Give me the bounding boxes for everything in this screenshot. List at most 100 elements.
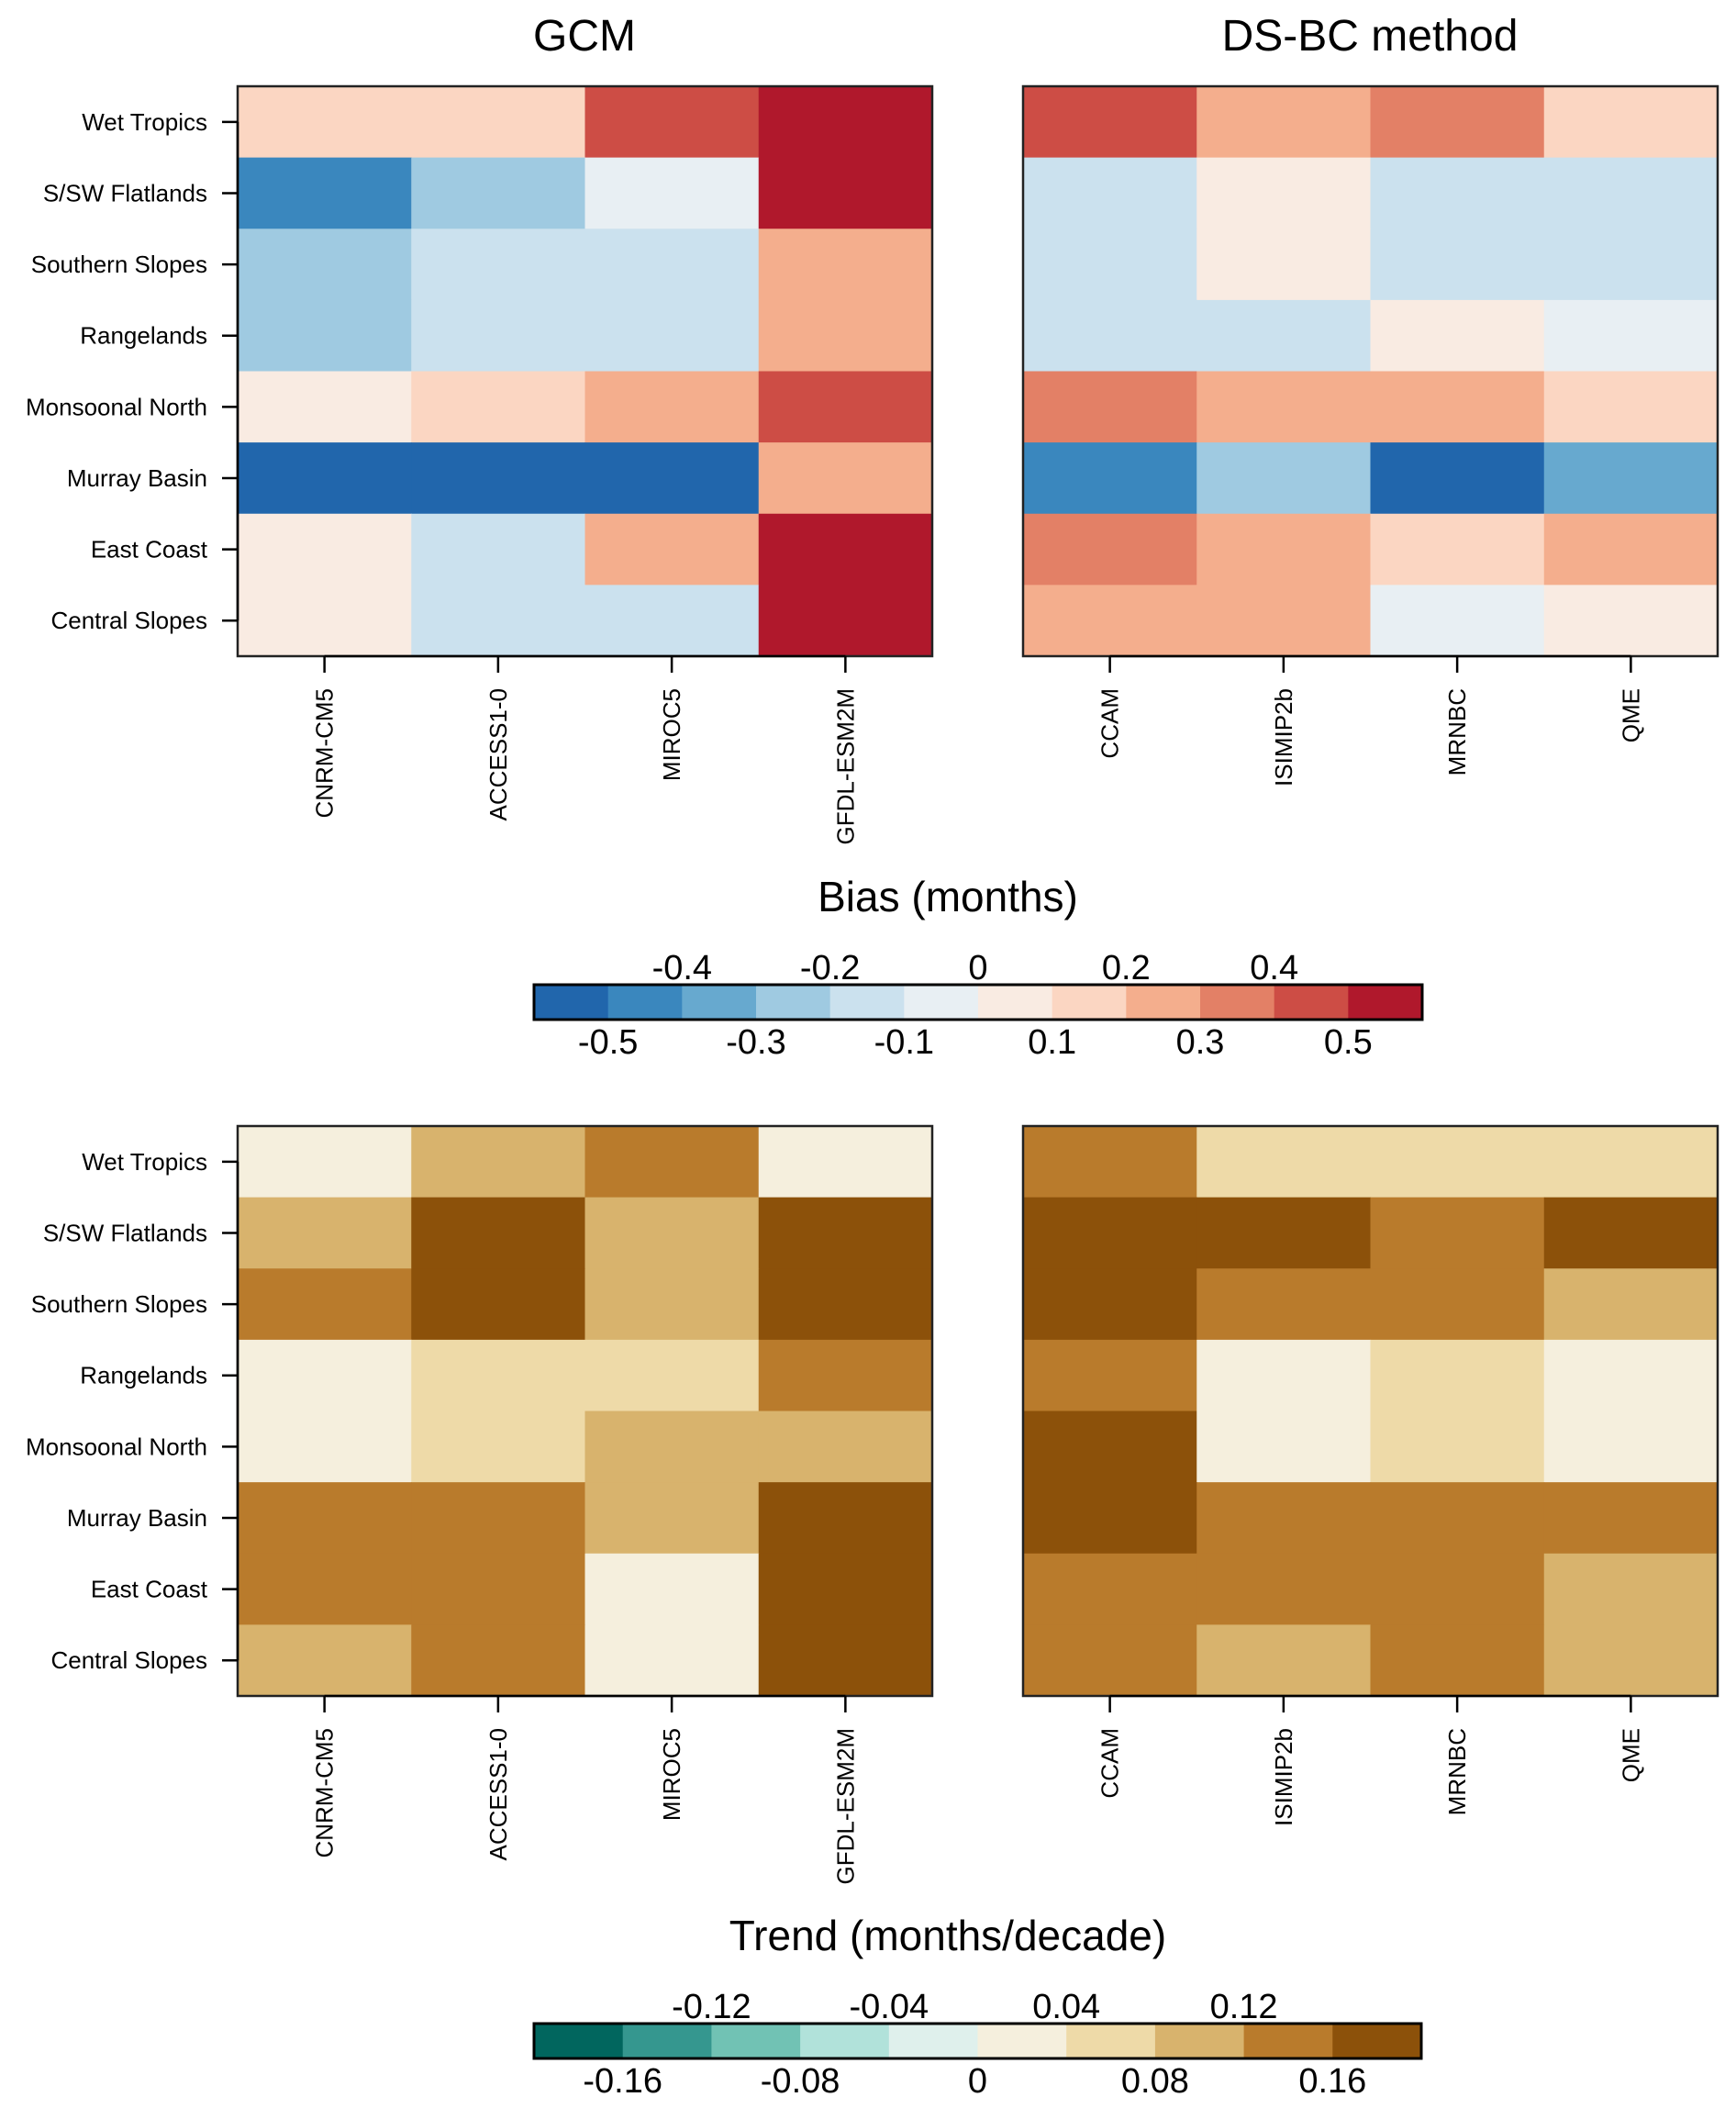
heatmap-cell — [1196, 1624, 1372, 1697]
colorbar-bin — [1243, 2024, 1333, 2058]
y-tick-label: Murray Basin — [67, 1504, 207, 1532]
heatmap-top-left: Wet Tropics S/SW Flatlands Southern Slopes… — [26, 84, 934, 844]
heatmap-cell — [758, 1126, 933, 1199]
heatmap-cell — [758, 585, 933, 657]
heatmap-cell — [1370, 1411, 1545, 1483]
heatmap-cell — [1023, 371, 1197, 443]
heatmap-cell — [1543, 299, 1719, 373]
heatmap-cell — [1023, 1268, 1197, 1341]
heatmap-cell — [1023, 229, 1197, 301]
x-tick-label: MRNBC — [1443, 1728, 1471, 1815]
y-tick-label: Southern Slopes — [31, 251, 207, 278]
colorbar-border — [532, 983, 1424, 1021]
heatmap-cell — [1023, 1411, 1197, 1483]
y-tick-label: East Coast — [91, 536, 208, 563]
heatmap-cell — [1196, 229, 1372, 301]
heatmap-cell — [1023, 1482, 1197, 1555]
colorbar-tick-label-bottom: 0.3 — [1176, 1023, 1225, 1062]
heatmap-cell — [411, 442, 586, 515]
heatmap-cell — [758, 1339, 933, 1412]
y-tick-label: Central Slopes — [50, 1646, 207, 1674]
heatmap-cell — [1543, 513, 1719, 586]
heatmap-cell — [1370, 585, 1545, 657]
heatmap-cell — [1196, 1197, 1372, 1269]
heatmap-cell — [1370, 371, 1545, 443]
heatmap-cell — [758, 1411, 933, 1483]
heatmap-cell — [1370, 299, 1545, 373]
y-tick-label: Murray Basin — [67, 464, 207, 492]
x-tick-label: MIROC5 — [658, 1728, 685, 1821]
heatmap-cell — [1370, 1553, 1545, 1625]
heatmap-cell — [238, 86, 412, 159]
heatmap-cell — [238, 1339, 412, 1412]
heatmap-cell — [1370, 1126, 1545, 1199]
heatmap-cell — [584, 1268, 760, 1341]
heatmap-cell — [1543, 585, 1719, 657]
colorbar-bin — [904, 985, 979, 1020]
panel-title-ds-bc-method: DS-BC method — [1222, 12, 1519, 61]
colorbar-tick-label-bottom: -0.1 — [874, 1023, 934, 1062]
heatmap-cell — [758, 1197, 933, 1269]
heatmap-cell — [1543, 1411, 1719, 1483]
heatmap-cell — [411, 1339, 586, 1412]
colorbar-tick-label-bottom: -0.3 — [726, 1023, 785, 1062]
colorbar-bin — [1200, 985, 1275, 1020]
colorbar-tick-label-bottom: -0.16 — [583, 2062, 662, 2101]
heatmap-cell — [1370, 1197, 1545, 1269]
heatmap-cell — [584, 1339, 760, 1412]
heatmap-cell — [1196, 86, 1372, 159]
heatmap-cell — [1196, 1411, 1372, 1483]
heatmap-cell — [758, 299, 933, 373]
heatmap-cell — [1543, 1553, 1719, 1625]
y-tick-label: S/SW Flatlands — [43, 1219, 207, 1246]
colorbar-tick-label-bottom: 0.1 — [1028, 1023, 1076, 1062]
heatmap-cell — [238, 299, 412, 373]
colorbar-bin — [829, 985, 905, 1020]
heatmap-cell — [1543, 1197, 1719, 1269]
heatmap-cell — [1543, 229, 1719, 301]
x-tick-label: ISIMIP2b — [1270, 688, 1297, 786]
heatmap-cell — [1023, 1624, 1197, 1697]
colorbar-bin — [607, 985, 683, 1020]
heatmap-cell — [1370, 1624, 1545, 1697]
heatmap-cell — [411, 1482, 586, 1555]
heatmap-cell — [411, 371, 586, 443]
colorbar-bias: -0.4 -0.2 0 0.2 0.4 -0.5 -0.3 -0.1 0.1 0.3 0.5 — [532, 949, 1424, 1062]
heatmap-cell — [411, 1411, 586, 1483]
colorbar-tick-label-bottom: -0.5 — [578, 1023, 638, 1062]
colorbar-border — [532, 2022, 1423, 2060]
y-tick-label: Monsoonal North — [26, 1433, 207, 1460]
colorbar-tick-label-bottom: -0.08 — [761, 2062, 840, 2101]
y-tick-label: Wet Tropics — [82, 1148, 207, 1176]
heatmap-cell — [238, 1411, 412, 1483]
heatmap-cell — [1023, 86, 1197, 159]
colorbar-title-bias: Bias (months) — [818, 873, 1078, 920]
heatmap-cell — [584, 86, 760, 159]
x-tick-label: QME — [1617, 1728, 1644, 1782]
heatmap-cell — [584, 442, 760, 515]
heatmap-cell — [584, 1482, 760, 1555]
heatmap-cell — [411, 1126, 586, 1199]
heatmap-cell — [1543, 1624, 1719, 1697]
colorbar-tick-label-top: 0.2 — [1102, 949, 1151, 987]
heatmap-cell — [1370, 513, 1545, 586]
heatmap-cell — [758, 1624, 933, 1697]
x-tick-label: MRNBC — [1443, 688, 1471, 775]
heatmap-cell — [1023, 442, 1197, 515]
colorbar-tick-label-top: -0.04 — [849, 1988, 929, 2026]
heatmap-cell — [411, 299, 586, 373]
heatmap-cell — [1370, 86, 1545, 159]
heatmap-cell — [584, 1197, 760, 1269]
heatmap-cell — [1370, 1339, 1545, 1412]
y-tick-label: Wet Tropics — [82, 108, 207, 136]
colorbar-bin — [534, 2024, 624, 2058]
heatmap-cell — [584, 1411, 760, 1483]
colorbar-tick-label-top: 0.12 — [1210, 1988, 1278, 2026]
heatmap-cell — [584, 1624, 760, 1697]
heatmap-cell — [758, 1553, 933, 1625]
heatmap-cell — [238, 1482, 412, 1555]
x-tick-label: MIROC5 — [658, 688, 685, 781]
heatmap-cell — [758, 1482, 933, 1555]
heatmap-cell — [1543, 371, 1719, 443]
heatmap-cell — [1196, 1553, 1372, 1625]
